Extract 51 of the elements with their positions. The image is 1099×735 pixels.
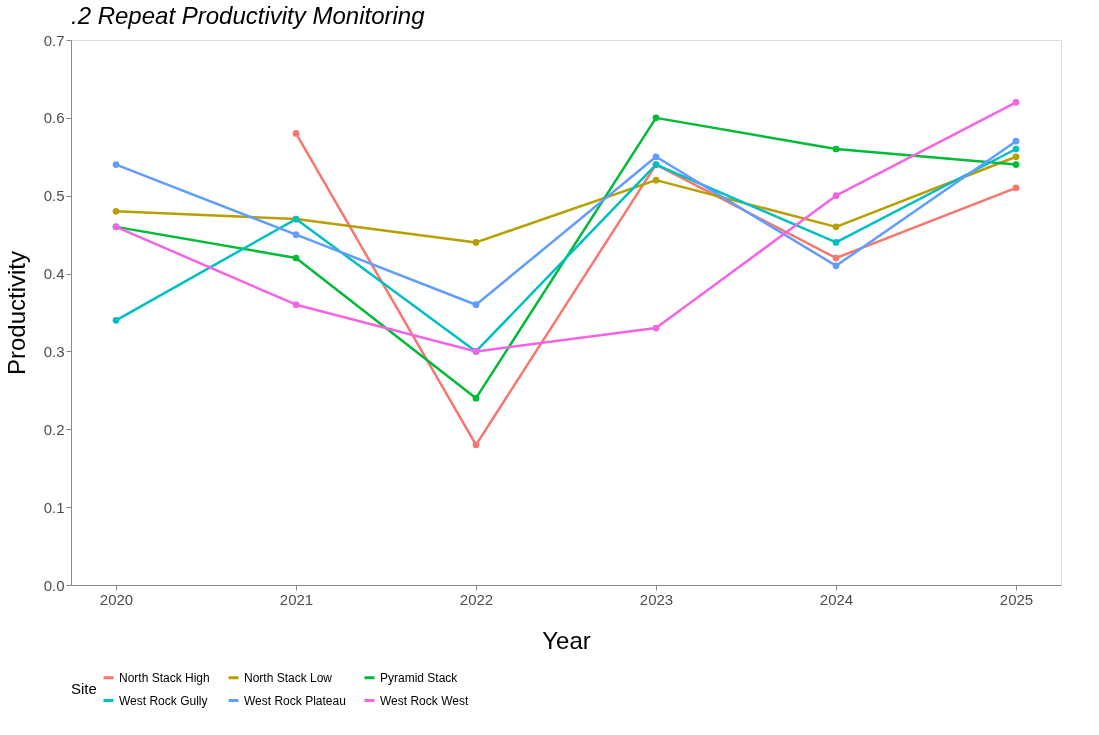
y-tick-label: 0.5 <box>43 187 65 205</box>
point <box>652 176 660 184</box>
point <box>832 262 840 270</box>
point <box>1012 137 1020 145</box>
x-axis-title: Year <box>542 626 591 654</box>
point <box>1012 153 1020 161</box>
x-tick-label: 2022 <box>459 590 494 608</box>
chart-title: .2 Repeat Productivity Monitoring <box>71 2 426 29</box>
point <box>1012 145 1020 153</box>
point <box>652 324 660 332</box>
point <box>472 394 480 402</box>
point <box>472 441 480 449</box>
point <box>832 223 840 231</box>
point <box>832 192 840 200</box>
point <box>652 153 660 161</box>
legend-title: Site <box>71 680 97 697</box>
y-tick-label: 0.4 <box>43 265 65 283</box>
y-tick-label: 0.7 <box>43 31 65 49</box>
point <box>472 301 480 309</box>
y-axis-title: Productivity <box>2 250 30 376</box>
point <box>292 254 300 262</box>
legend-label: North Stack High <box>119 670 210 685</box>
point <box>1012 184 1020 192</box>
x-tick-label: 2025 <box>999 590 1034 608</box>
y-tick-label: 0.0 <box>43 576 65 594</box>
y-tick-label: 0.2 <box>43 420 65 438</box>
x-tick-label: 2023 <box>639 590 674 608</box>
y-tick-label: 0.1 <box>43 498 65 516</box>
y-tick-label: 0.6 <box>43 109 65 127</box>
legend-label: Pyramid Stack <box>380 670 459 685</box>
point <box>292 130 300 137</box>
point <box>1012 161 1020 168</box>
point <box>1012 98 1020 106</box>
point <box>652 114 660 122</box>
point <box>112 161 120 168</box>
x-tick-label: 2024 <box>819 590 854 608</box>
legend-label: West Rock Gully <box>119 693 208 708</box>
point <box>472 239 480 246</box>
legend-label: West Rock Plateau <box>244 693 346 708</box>
x-tick-label: 2021 <box>279 590 314 608</box>
point <box>832 254 840 262</box>
point <box>832 239 840 246</box>
point <box>112 316 120 324</box>
point <box>292 231 300 238</box>
legend-label: North Stack Low <box>244 670 333 685</box>
point <box>832 145 840 153</box>
x-tick-label: 2020 <box>99 590 134 608</box>
y-tick-label: 0.3 <box>43 342 65 360</box>
point <box>112 207 120 215</box>
point <box>292 301 300 309</box>
legend-label: West Rock West <box>380 693 469 708</box>
